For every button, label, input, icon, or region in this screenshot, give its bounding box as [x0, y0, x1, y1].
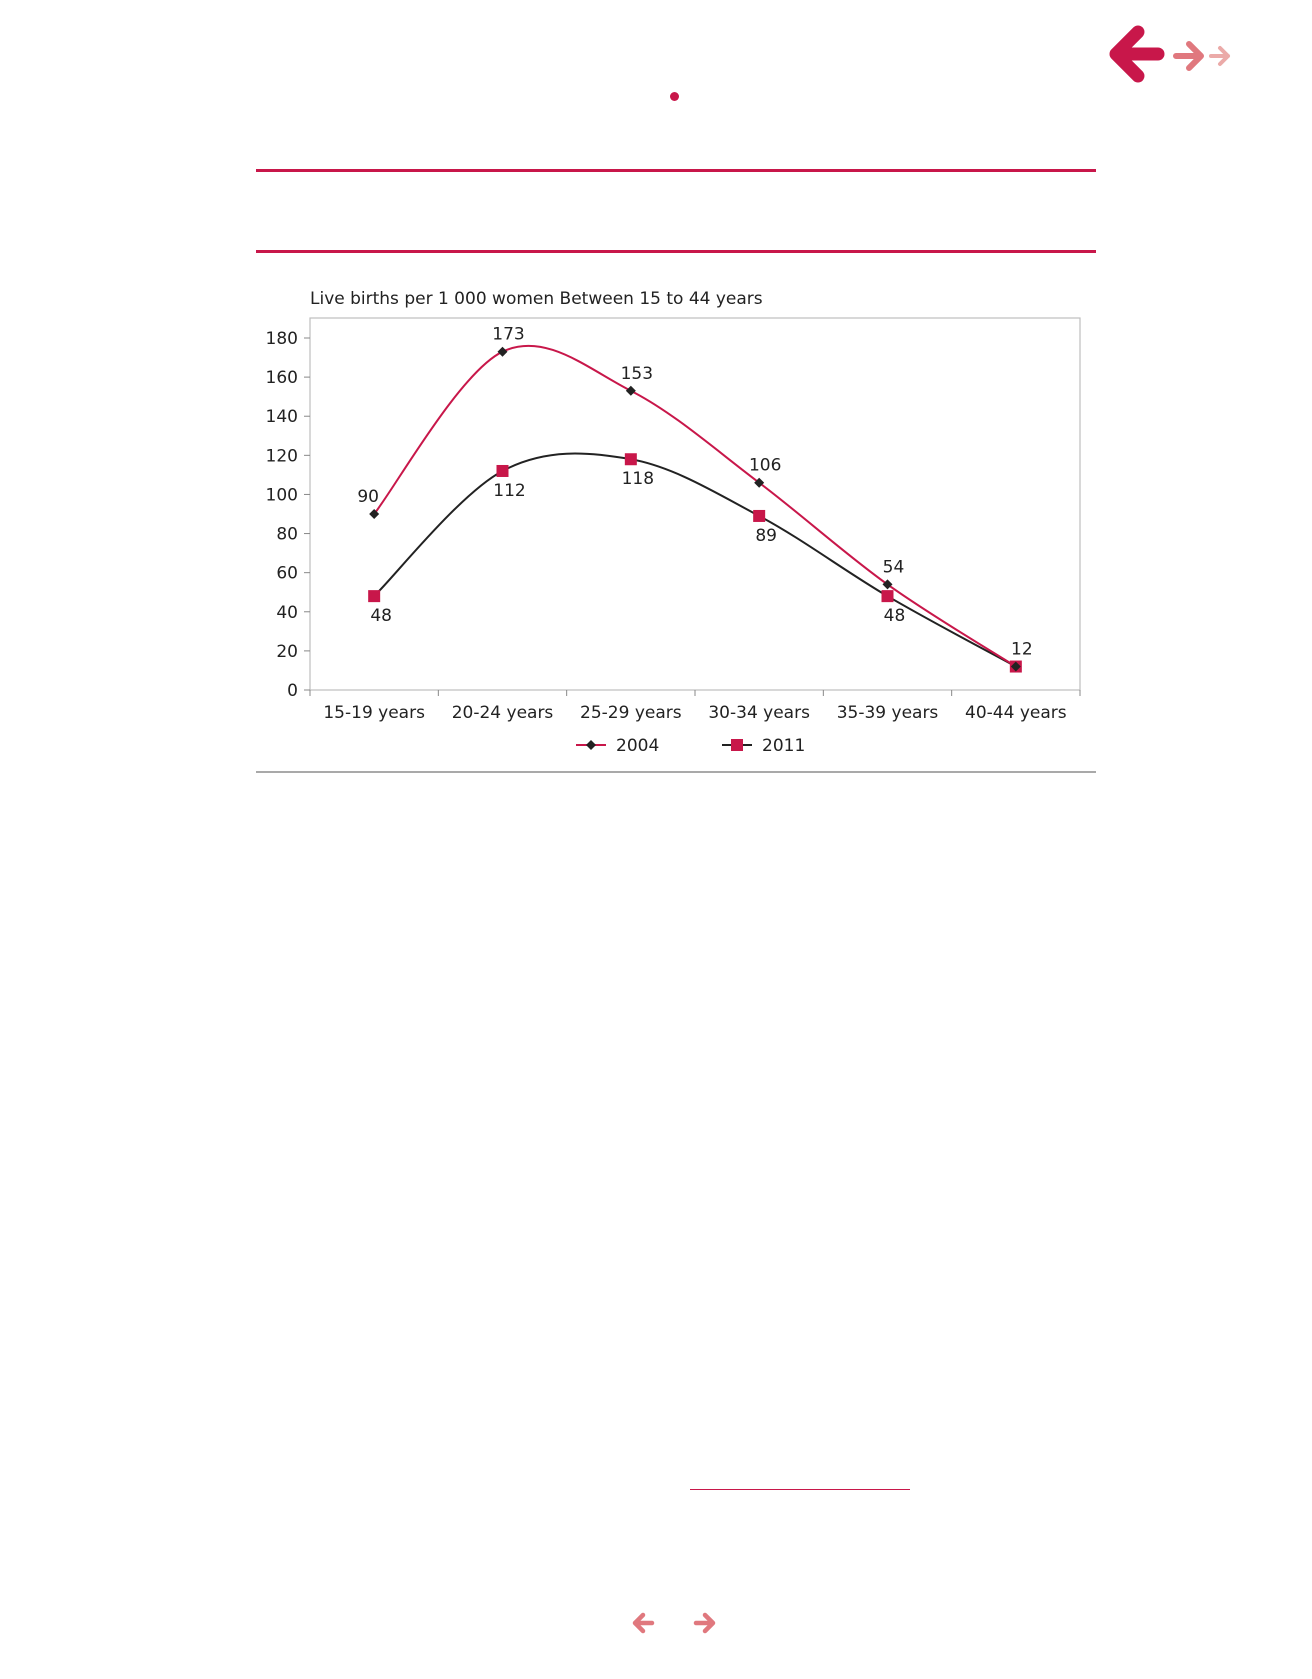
point-2004: [369, 509, 380, 519]
header-rule-top: [256, 169, 1096, 172]
x-tick-label: 35-39 years: [837, 703, 939, 723]
data-label-2011: 48: [370, 606, 392, 626]
y-tick-label: 60: [276, 564, 298, 584]
x-tick-label: 25-29 years: [580, 703, 682, 723]
series-line-2004: [373, 344, 1017, 668]
y-tick-label: 120: [266, 446, 298, 466]
point-2004: [882, 579, 893, 590]
arrow-left-icon[interactable]: [630, 1610, 656, 1636]
point-2011: [753, 509, 766, 522]
data-label-2004: 106: [749, 456, 781, 476]
point-2004: [497, 346, 508, 357]
y-tick-label: 180: [266, 329, 298, 349]
data-label-2011: 118: [622, 469, 654, 489]
x-tick-label: 15-19 years: [323, 703, 425, 723]
y-tick-label: 140: [266, 407, 298, 427]
point-2011: [368, 590, 381, 603]
point-2004: [625, 385, 636, 396]
y-tick-label: 20: [276, 642, 298, 662]
data-label-2011: 89: [755, 526, 777, 546]
chart-title: Live births per 1 000 women Between 15 t…: [310, 289, 763, 309]
point-2011: [624, 453, 637, 466]
data-label-2011: 48: [884, 606, 906, 626]
footnote-rule: [690, 1489, 910, 1490]
legend-label-2011: 2011: [762, 736, 805, 756]
arrow-left-icon[interactable]: [1106, 22, 1166, 86]
y-tick-label: 0: [287, 681, 298, 701]
x-tick-label: 30-34 years: [708, 703, 810, 723]
arrow-right-small-icon[interactable]: [1208, 43, 1234, 69]
header-rule-bottom: [256, 250, 1096, 253]
y-tick-label: 100: [266, 485, 298, 505]
x-tick-label: 20-24 years: [452, 703, 554, 723]
x-tick-label: 40-44 years: [965, 703, 1067, 723]
data-label-2004: 90: [357, 487, 379, 507]
arrow-right-icon[interactable]: [1172, 38, 1208, 74]
data-label-2004: 54: [883, 557, 905, 577]
point-2004: [754, 477, 765, 488]
data-label-2004: 153: [621, 364, 653, 384]
legend-marker-2004: [586, 740, 596, 750]
line-chart: Live births per 1 000 women Between 15 t…: [256, 280, 1096, 760]
y-tick-label: 80: [276, 525, 298, 545]
data-label-2004: 12: [1011, 640, 1033, 660]
arrow-right-icon[interactable]: [692, 1610, 718, 1636]
y-tick-label: 160: [266, 368, 298, 388]
series-line-2011: [373, 452, 1017, 668]
legend-label-2004: 2004: [616, 736, 659, 756]
bottom-navigation: [630, 1610, 720, 1640]
chart-bottom-rule: [256, 771, 1096, 773]
y-tick-label: 40: [276, 603, 298, 623]
data-label-2011: 112: [493, 481, 525, 501]
point-2004: [1010, 661, 1021, 672]
legend-marker-2011: [731, 739, 743, 751]
top-navigation: [1106, 22, 1236, 92]
point-2011: [881, 590, 894, 603]
point-2011: [496, 464, 509, 477]
data-label-2004: 173: [492, 325, 524, 345]
chart-canvas: Live births per 1 000 women Between 15 t…: [266, 289, 1081, 756]
section-dot: [670, 92, 679, 101]
